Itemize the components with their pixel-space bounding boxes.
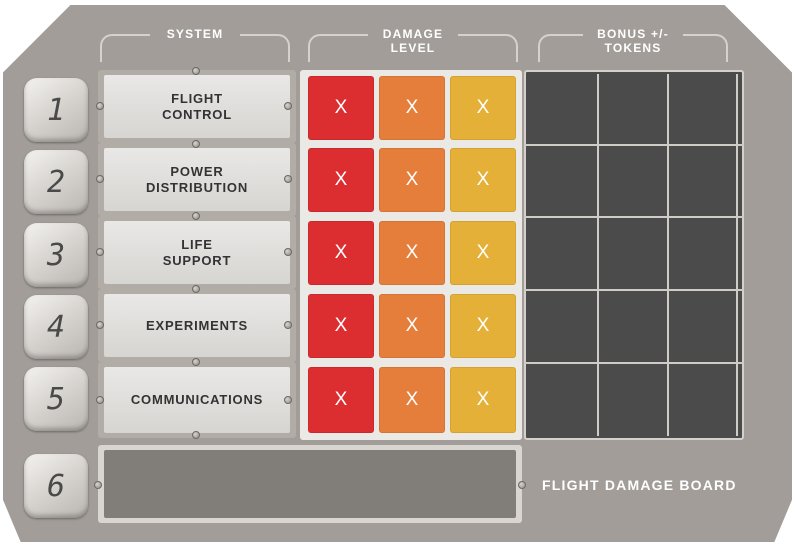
rivet (96, 175, 104, 183)
damage-cell-r3-low[interactable]: X (308, 221, 374, 285)
row-number-key-2[interactable]: 2 (24, 150, 88, 214)
rivet (96, 102, 104, 110)
bonus-grid-divider (667, 74, 669, 436)
damage-cell-r5-low[interactable]: X (308, 367, 374, 433)
damage-cell-r3-mid[interactable]: X (379, 221, 445, 285)
damage-cell-r5-high[interactable]: X (450, 367, 516, 433)
rivet (518, 481, 526, 489)
damage-mark: X (405, 242, 419, 263)
row-number-5: 5 (46, 381, 66, 417)
rivet (96, 396, 104, 404)
row-number-key-6[interactable]: 6 (24, 454, 88, 518)
rivet (284, 321, 292, 329)
row-number-key-5[interactable]: 5 (24, 367, 88, 431)
row-number-2: 2 (46, 164, 66, 200)
rivet (94, 481, 102, 489)
system-header: SYSTEM (150, 27, 240, 41)
system-name-line1: POWER (170, 163, 224, 179)
system-plate-power-distribution: POWER DISTRIBUTION (104, 148, 290, 211)
damage-cell-r2-high[interactable]: X (450, 148, 516, 212)
rivet (192, 212, 200, 220)
bonus-grid-divider (597, 74, 599, 436)
row-number-4: 4 (46, 309, 66, 345)
bonus-grid-divider (524, 144, 744, 146)
rivet (192, 140, 200, 148)
damage-cell-r5-mid[interactable]: X (379, 367, 445, 433)
system-plate-life-support: LIFE SUPPORT (104, 221, 290, 284)
damage-mark: X (405, 315, 419, 336)
damage-cell-r1-mid[interactable]: X (379, 76, 445, 140)
row-number-key-4[interactable]: 4 (24, 295, 88, 359)
system-name-line1: FLIGHT (171, 90, 223, 106)
bonus-header-line1: BONUS +/- (597, 27, 669, 41)
bonus-grid-divider (524, 289, 744, 291)
extra-system-slot[interactable] (104, 450, 516, 518)
rivet (192, 431, 200, 439)
bonus-tokens-header: BONUS +/- TOKENS (583, 27, 683, 55)
system-name-line1: EXPERIMENTS (146, 317, 248, 333)
row-number-1: 1 (46, 92, 66, 128)
damage-mark: X (476, 97, 490, 118)
damage-mark: X (476, 169, 490, 190)
damage-mark: X (476, 315, 490, 336)
damage-mark: X (476, 242, 490, 263)
rivet (192, 285, 200, 293)
damage-mark: X (334, 315, 348, 336)
row-number-key-1[interactable]: 1 (24, 78, 88, 142)
row-number-6: 6 (46, 468, 66, 504)
rivet (96, 248, 104, 256)
rivet (284, 396, 292, 404)
damage-cell-r2-low[interactable]: X (308, 148, 374, 212)
rivet (192, 67, 200, 75)
damage-cell-r2-mid[interactable]: X (379, 148, 445, 212)
row-number-key-3[interactable]: 3 (24, 223, 88, 287)
system-name-line1: LIFE (181, 236, 213, 252)
damage-mark: X (334, 389, 348, 410)
rivet (96, 321, 104, 329)
system-name-line1: COMMUNICATIONS (130, 392, 264, 407)
bonus-tokens-panel (524, 70, 744, 440)
rivet (284, 248, 292, 256)
system-name-line2: CONTROL (162, 106, 232, 122)
system-plate-experiments: EXPERIMENTS (104, 294, 290, 357)
damage-mark: X (405, 169, 419, 190)
damage-mark: X (334, 169, 348, 190)
system-name-line2: SUPPORT (162, 252, 232, 268)
damage-mark: X (476, 389, 490, 410)
system-name-line2: DISTRIBUTION (145, 179, 249, 195)
damage-cell-r3-high[interactable]: X (450, 221, 516, 285)
system-header-label: SYSTEM (166, 27, 224, 41)
system-plate-flight-control: FLIGHT CONTROL (104, 75, 290, 138)
rivet (192, 358, 200, 366)
damage-mark: X (334, 97, 348, 118)
damage-cell-r1-high[interactable]: X (450, 76, 516, 140)
damage-header-line2: LEVEL (390, 41, 436, 55)
row-number-3: 3 (46, 237, 66, 273)
bonus-grid-divider (524, 216, 744, 218)
damage-cell-r1-low[interactable]: X (308, 76, 374, 140)
system-plate-communications: COMMUNICATIONS (104, 367, 290, 433)
damage-cell-r4-low[interactable]: X (308, 294, 374, 358)
bonus-grid-divider (736, 74, 738, 436)
bonus-header-line2: TOKENS (604, 41, 662, 55)
damage-cell-r4-mid[interactable]: X (379, 294, 445, 358)
board-title: FLIGHT DAMAGE BOARD (542, 477, 737, 493)
rivet (284, 175, 292, 183)
bonus-grid-divider (524, 362, 744, 364)
damage-cell-r4-high[interactable]: X (450, 294, 516, 358)
damage-mark: X (334, 242, 348, 263)
damage-mark: X (405, 389, 419, 410)
damage-header-line1: DAMAGE (382, 27, 444, 41)
damage-mark: X (405, 97, 419, 118)
damage-level-header: DAMAGE LEVEL (368, 27, 458, 55)
rivet (284, 102, 292, 110)
